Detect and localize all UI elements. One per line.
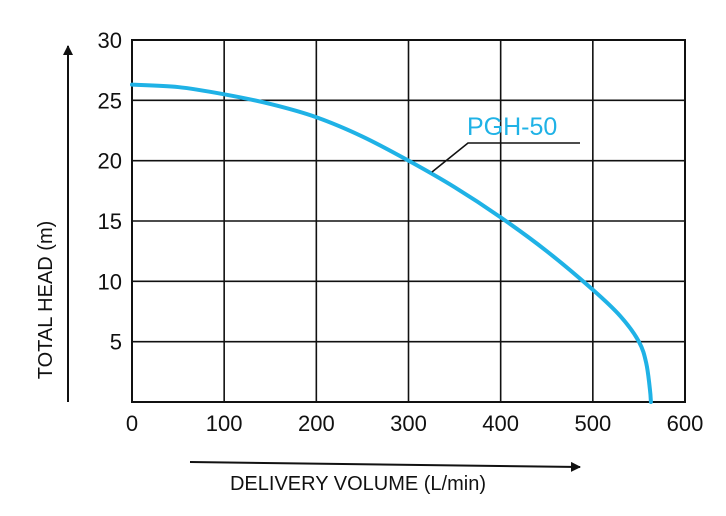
y-tick-label: 5 — [110, 330, 122, 355]
x-tick-label: 400 — [482, 411, 519, 436]
y-tick-labels: 5 10 15 20 25 30 — [98, 28, 122, 355]
series-line-pgh-50 — [130, 82, 653, 404]
y-tick-label: 15 — [98, 209, 122, 234]
x-tick-label: 100 — [206, 411, 243, 436]
x-tick-label: 500 — [574, 411, 611, 436]
y-tick-label: 10 — [98, 269, 122, 294]
series-leader-line — [431, 142, 580, 173]
plot-frame — [131, 39, 686, 403]
y-axis-title: TOTAL HEAD (m) — [35, 221, 57, 380]
y-tick-label: 25 — [98, 88, 122, 113]
x-tick-labels: 0 100 200 300 400 500 600 — [126, 411, 703, 436]
x-tick-label: 0 — [126, 411, 138, 436]
x-tick-label: 200 — [298, 411, 335, 436]
series-label-pgh-50: PGH-50 — [467, 113, 557, 141]
y-tick-label: 30 — [98, 28, 122, 53]
x-axis-arrow — [189, 461, 581, 472]
x-tick-label: 600 — [667, 411, 704, 436]
x-tick-label: 300 — [390, 411, 427, 436]
y-tick-label: 20 — [98, 149, 122, 174]
x-axis-title: DELIVERY VOLUME (L/min) — [230, 473, 486, 495]
